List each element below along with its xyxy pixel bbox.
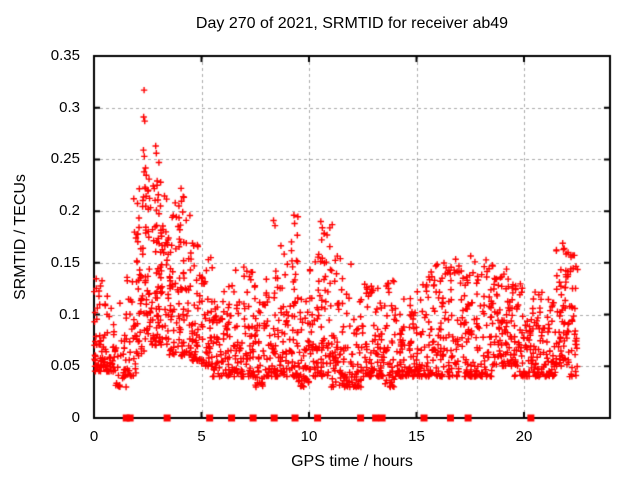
- x-tick-label-5: 5: [197, 428, 206, 445]
- chart-title: Day 270 of 2021, SRMTID for receiver ab4…: [195, 15, 509, 32]
- y-tick-label-0.1: 0.1: [59, 305, 80, 323]
- y-axis-label: SRMTID / TECUs: [12, 174, 29, 300]
- y-tick-label-0.3: 0.3: [59, 98, 80, 116]
- y-tick-label-0.25: 0.25: [50, 150, 80, 168]
- x-axis-label: GPS time / hours: [291, 453, 413, 470]
- y-tick-label-0.05: 0.05: [50, 357, 80, 375]
- y-tick-label-0.35: 0.35: [50, 47, 80, 64]
- x-tick-label-15: 15: [408, 428, 425, 445]
- y-tick-label-0: 0: [71, 409, 80, 426]
- x-tick-label-0: 0: [89, 428, 99, 445]
- x-tick-label-20: 20: [515, 428, 533, 445]
- y-tick-label-0.15: 0.15: [50, 253, 80, 271]
- x-tick-label-10: 10: [300, 428, 318, 445]
- y-tick-label-0.2: 0.2: [59, 202, 80, 220]
